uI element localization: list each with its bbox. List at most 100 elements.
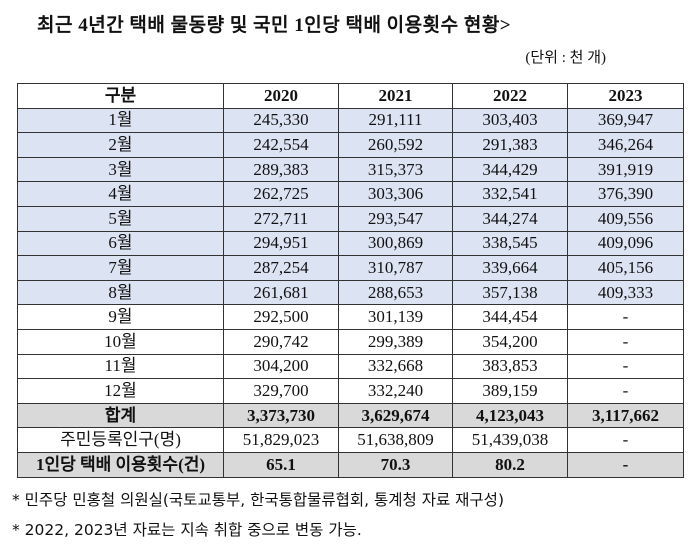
table-cell: 51,439,038 bbox=[452, 427, 568, 453]
table-cell: 289,383 bbox=[223, 156, 339, 183]
table-cell: 51,829,023 bbox=[223, 427, 339, 453]
table-cell: 2023 bbox=[567, 83, 684, 109]
document-title: 최근 4년간 택배 물동량 및 국민 1인당 택배 이용횟수 현황> bbox=[37, 15, 512, 36]
row-label: 9월 bbox=[17, 304, 224, 330]
table-cell: 383,853 bbox=[452, 353, 568, 380]
table-cell: 261,681 bbox=[223, 279, 339, 306]
table-cell: 369,947 bbox=[567, 107, 684, 134]
table-cell: 304,200 bbox=[223, 353, 339, 380]
row-label: 3월 bbox=[17, 156, 224, 183]
table-cell: 294,951 bbox=[223, 230, 339, 257]
row-label: 2월 bbox=[17, 132, 224, 158]
footnote-disclaimer: * 2022, 2023년 자료는 지속 취합 중으로 변동 가능. bbox=[12, 521, 362, 539]
table-cell: 389,159 bbox=[452, 378, 568, 404]
table-cell: 332,541 bbox=[452, 181, 568, 207]
table-row: 10월 290,742 299,389 354,200- bbox=[17, 328, 684, 355]
table-cell: 301,139 bbox=[338, 304, 453, 330]
table-cell: 3,629,674 bbox=[338, 402, 453, 429]
table-cell: 357,138 bbox=[452, 279, 568, 306]
table-cell: 391,919 bbox=[567, 156, 684, 183]
table-cell: 242,554 bbox=[223, 132, 339, 158]
table-cell: 245,330 bbox=[223, 107, 339, 134]
table-row: 3월 289,383 315,373 344,429 391,919 bbox=[17, 156, 684, 183]
table-cell: 339,664 bbox=[452, 255, 568, 281]
table-cell: 376,390 bbox=[567, 181, 684, 207]
row-label: 8월 bbox=[17, 279, 224, 306]
table-cell: - bbox=[567, 451, 684, 478]
table-header-row: 구분 2020 2021 2022 2023 bbox=[17, 83, 684, 109]
table-cell: 346,264 bbox=[567, 132, 684, 158]
table-cell: 291,383 bbox=[452, 132, 568, 158]
table-row: 5월 272,711 293,547 344,274 409,556 bbox=[17, 205, 684, 232]
table-cell: - bbox=[567, 353, 684, 380]
table-cell: 2020 bbox=[223, 83, 339, 109]
table-cell: 409,096 bbox=[567, 230, 684, 257]
table-cell: 344,454 bbox=[452, 304, 568, 330]
table-cell: 272,711 bbox=[223, 205, 339, 232]
table-cell: 315,373 bbox=[338, 156, 453, 183]
table-cell: - bbox=[567, 328, 684, 355]
table-cell: 288,653 bbox=[338, 279, 453, 306]
table-cell: 344,274 bbox=[452, 205, 568, 232]
table-cell: 292,500 bbox=[223, 304, 339, 330]
row-label: 11월 bbox=[17, 353, 224, 380]
table-row: 11월 304,200 332,668 383,853- bbox=[17, 353, 684, 380]
table-cell: 409,333 bbox=[567, 279, 684, 306]
row-label: 7월 bbox=[17, 255, 224, 281]
table-cell: 299,389 bbox=[338, 328, 453, 355]
table-row: 4월 262,725 303,306 332,541 376,390 bbox=[17, 181, 684, 207]
table-cell: 291,111 bbox=[338, 107, 453, 134]
per-capita-row: 1인당 택배 이용횟수(건) 65.1 70.3 80.2- bbox=[17, 451, 684, 478]
table-cell: 3,373,730 bbox=[223, 402, 339, 429]
table-row: 1월 245,330 291,111 303,403 369,947 bbox=[17, 107, 684, 134]
row-label: 6월 bbox=[17, 230, 224, 257]
table-row: 9월 292,500 301,139 344,454- bbox=[17, 304, 684, 330]
table-cell: 2021 bbox=[338, 83, 453, 109]
table-cell: 332,240 bbox=[338, 378, 453, 404]
table-cell: 300,869 bbox=[338, 230, 453, 257]
unit-label: (단위 : 천 개) bbox=[525, 50, 606, 66]
table-cell: 65.1 bbox=[223, 451, 339, 478]
row-label: 1월 bbox=[17, 107, 224, 134]
table-row: 12월 329,700 332,240 389,159- bbox=[17, 378, 684, 404]
table-cell: 293,547 bbox=[338, 205, 453, 232]
table-row: 8월 261,681 288,653 357,138 409,333 bbox=[17, 279, 684, 306]
row-label: 10월 bbox=[17, 328, 224, 355]
table-cell: 405,156 bbox=[567, 255, 684, 281]
row-label: 1인당 택배 이용횟수(건) bbox=[17, 451, 224, 478]
table-cell: 354,200 bbox=[452, 328, 568, 355]
table-cell: 344,429 bbox=[452, 156, 568, 183]
table-cell: 51,638,809 bbox=[338, 427, 453, 453]
row-label: 4월 bbox=[17, 181, 224, 207]
table-row: 6월 294,951 300,869 338,545 409,096 bbox=[17, 230, 684, 257]
table-cell: 287,254 bbox=[223, 255, 339, 281]
total-row: 합계 3,373,730 3,629,674 4,123,043 3,117,662 bbox=[17, 402, 684, 429]
row-label: 12월 bbox=[17, 378, 224, 404]
table-cell: 310,787 bbox=[338, 255, 453, 281]
table-cell: - bbox=[567, 378, 684, 404]
table-cell: 260,592 bbox=[338, 132, 453, 158]
table-cell: 338,545 bbox=[452, 230, 568, 257]
table-cell: 70.3 bbox=[338, 451, 453, 478]
table-cell: - bbox=[567, 427, 684, 453]
table-cell: 80.2 bbox=[452, 451, 568, 478]
row-label: 5월 bbox=[17, 205, 224, 232]
table-cell: 3,117,662 bbox=[567, 402, 684, 429]
table-cell: 4,123,043 bbox=[452, 402, 568, 429]
table-row: 7월 287,254 310,787 339,664 405,156 bbox=[17, 255, 684, 281]
parcel-volume-table: 구분 2020 2021 2022 2023 1월 245,330 291,111 303,40… bbox=[17, 83, 684, 478]
table-cell: 262,725 bbox=[223, 181, 339, 207]
footnote-source: * 민주당 민홍철 의원실(국토교통부, 한국통합물류협회, 통계청 자료 재구… bbox=[12, 491, 504, 509]
row-label: 주민등록인구(명) bbox=[17, 427, 224, 453]
table-cell: 303,306 bbox=[338, 181, 453, 207]
row-label: 구분 bbox=[17, 83, 224, 109]
table-cell: - bbox=[567, 304, 684, 330]
table-cell: 329,700 bbox=[223, 378, 339, 404]
row-label: 합계 bbox=[17, 402, 224, 429]
table-cell: 409,556 bbox=[567, 205, 684, 232]
table-row: 2월 242,554 260,592 291,383 346,264 bbox=[17, 132, 684, 158]
table-cell: 303,403 bbox=[452, 107, 568, 134]
table-cell: 290,742 bbox=[223, 328, 339, 355]
table-cell: 2022 bbox=[452, 83, 568, 109]
population-row: 주민등록인구(명) 51,829,023 51,638,809 51,439,038- bbox=[17, 427, 684, 453]
